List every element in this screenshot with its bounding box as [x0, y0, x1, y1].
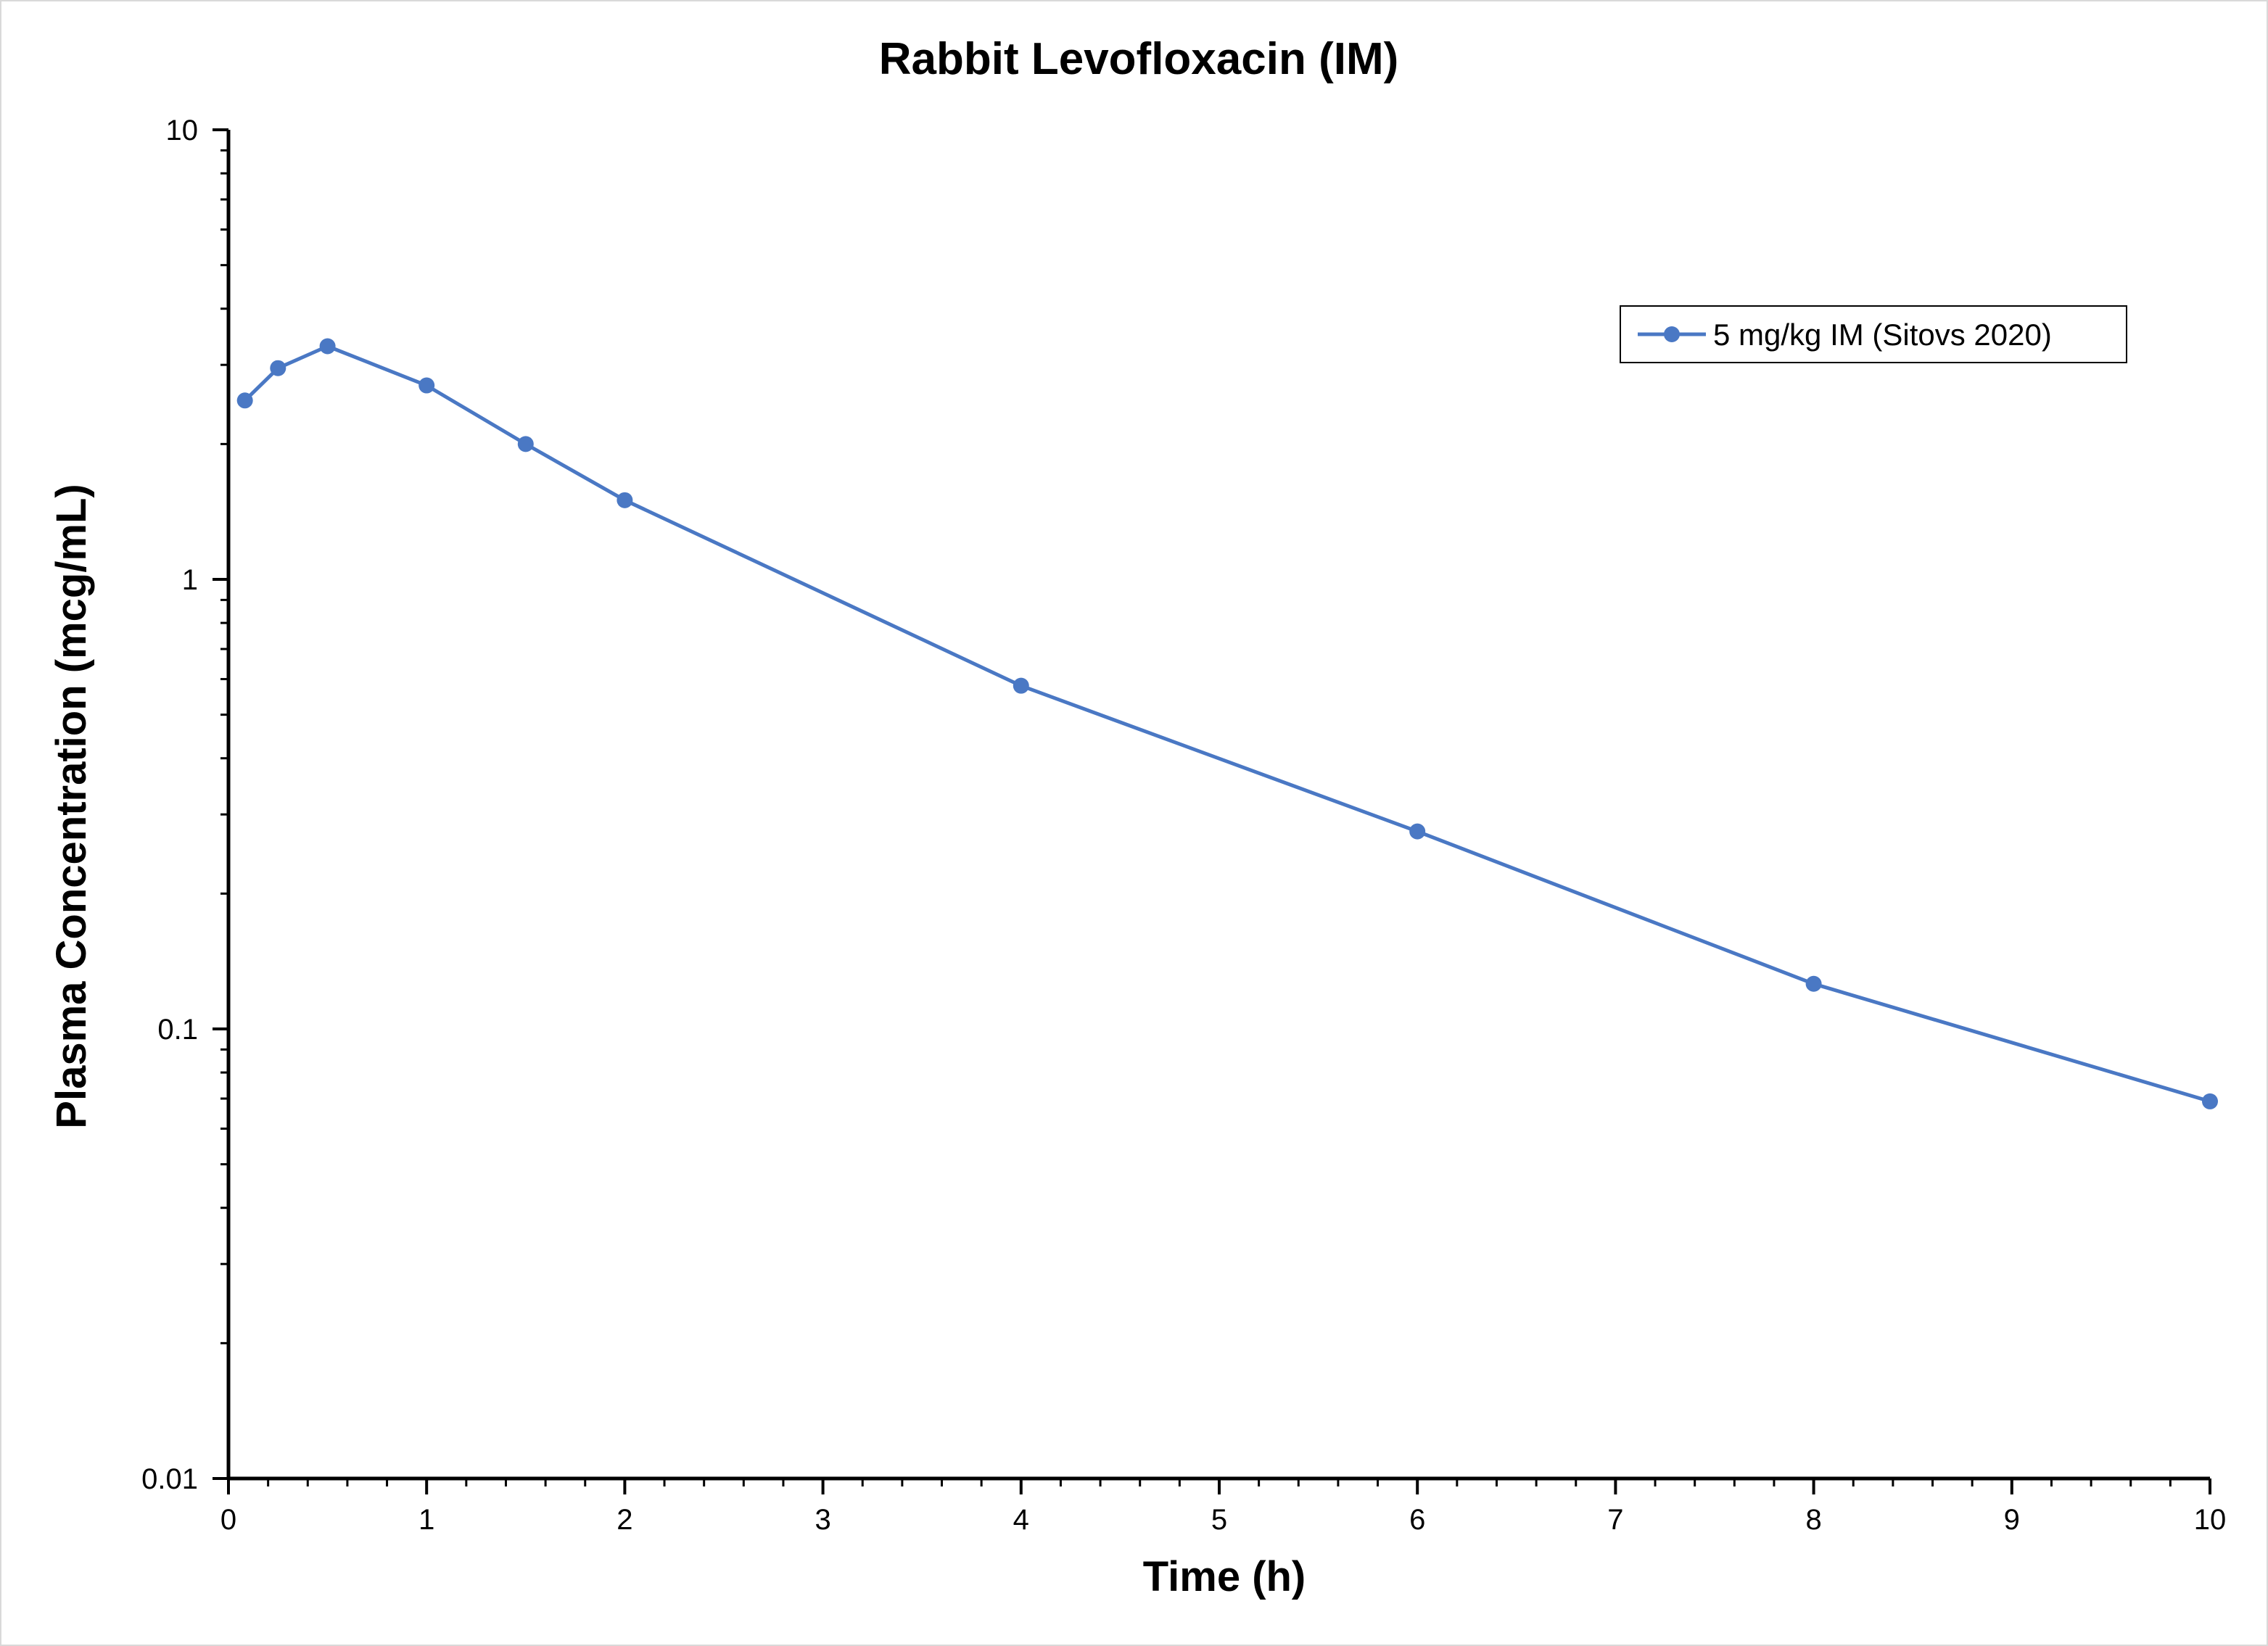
x-tick-label: 0 — [220, 1504, 236, 1536]
data-point — [236, 392, 253, 409]
y-tick-label: 0.1 — [157, 1014, 198, 1046]
series-group — [236, 338, 2218, 1109]
data-point — [2202, 1093, 2218, 1109]
y-tick-label: 0.01 — [141, 1463, 198, 1495]
data-point — [617, 492, 633, 508]
x-tick-label: 10 — [2194, 1504, 2227, 1536]
chart-title: Rabbit Levofloxacin (IM) — [879, 34, 1398, 84]
x-tick-label: 1 — [418, 1504, 434, 1536]
data-point — [1805, 975, 1822, 992]
data-point — [319, 338, 336, 355]
data-point — [1013, 677, 1029, 694]
x-tick-label: 5 — [1211, 1504, 1227, 1536]
x-tick-label: 3 — [815, 1504, 830, 1536]
data-point — [517, 436, 534, 452]
y-axis-title: Plasma Concentration (mcg/mL) — [48, 484, 95, 1128]
x-tick-label: 8 — [1805, 1504, 1821, 1536]
x-tick-label: 9 — [2004, 1504, 2020, 1536]
x-axis-title: Time (h) — [1143, 1553, 1306, 1600]
legend-box — [1620, 305, 2127, 363]
x-tick-label: 2 — [617, 1504, 632, 1536]
x-tick-label: 4 — [1013, 1504, 1029, 1536]
series-line — [243, 344, 2211, 1104]
legend-label: 5 mg/kg IM (Sitovs 2020) — [1713, 318, 2052, 352]
x-tick-label: 6 — [1409, 1504, 1425, 1536]
data-point — [1409, 823, 1426, 840]
axis-ticks — [213, 128, 2211, 1494]
y-tick-label: 10 — [166, 115, 199, 146]
legend-marker — [1664, 326, 1680, 342]
x-tick-labels: 0 1 2 3 4 5 6 7 8 9 10 — [220, 1504, 2226, 1536]
x-tick-label: 7 — [1607, 1504, 1623, 1536]
y-tick-labels: 0.01 0.1 1 10 — [141, 115, 198, 1495]
legend: 5 mg/kg IM (Sitovs 2020) — [1620, 305, 2127, 363]
y-tick-label: 1 — [182, 564, 198, 596]
data-point — [418, 377, 435, 394]
data-point — [270, 360, 286, 376]
